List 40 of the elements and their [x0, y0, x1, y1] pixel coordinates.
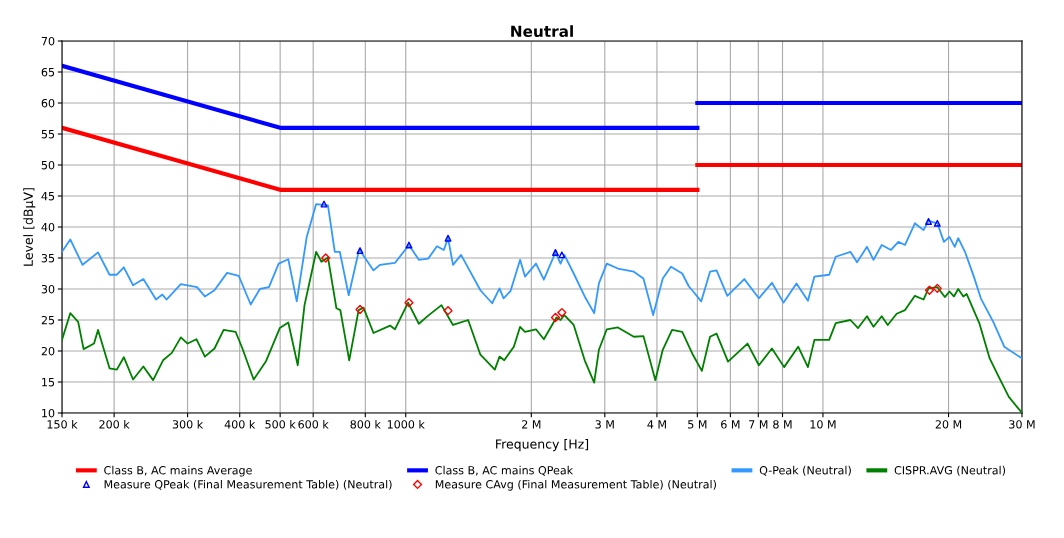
y-tick-label: 25 [41, 315, 55, 325]
y-axis-title: Level [dBµV] [23, 188, 36, 266]
x-axis-title: Frequency [Hz] [496, 439, 589, 452]
x-tick-label: 7 M [749, 420, 768, 429]
x-tick-label: 200 k [99, 419, 130, 429]
legend-label: Class B, AC mains Average [104, 465, 252, 477]
y-tick-label: 70 [41, 36, 55, 46]
chart-title: Neutral [511, 25, 573, 38]
x-tick-label: 600 k [298, 419, 329, 429]
x-tick-label: 6 M [721, 420, 740, 429]
y-tick-label: 45 [41, 192, 55, 201]
y-tick-label: 20 [41, 346, 55, 356]
y-tick-label: 15 [42, 378, 55, 387]
x-tick-label: 3 M [595, 420, 614, 429]
x-tick-label: 8 M [773, 420, 792, 429]
x-tick-label: 400 k [224, 419, 256, 429]
x-tick-label: 150 k [47, 419, 78, 429]
y-tick-label: 65 [41, 67, 55, 77]
x-tick-label: 1000 k [387, 419, 425, 429]
x-tick-label: 30 M [1009, 420, 1035, 429]
x-tick-label: 20 M [935, 420, 962, 429]
y-tick-label: 55 [41, 130, 55, 139]
x-tick-label: 10 M [810, 420, 836, 429]
legend-label: Measure QPeak (Final Measurement Table) (Neutral) [104, 479, 392, 490]
x-tick-label: 2 M [522, 420, 541, 429]
y-tick-label: 50 [41, 160, 55, 170]
x-tick-label: 300 k [172, 419, 204, 429]
legend-label: Measure CAvg (Final Measurement Table) (Neutral) [435, 479, 716, 491]
legend-label: CISPR.AVG (Neutral) [894, 465, 1006, 476]
y-tick-label: 10 [42, 408, 55, 418]
legend-label: Q-Peak (Neutral) [759, 465, 851, 476]
y-tick-label: 35 [41, 253, 55, 263]
x-tick-label: 5 M [688, 420, 707, 429]
x-tick-label: 500 k [265, 419, 296, 429]
x-tick-label: 800 k [350, 419, 381, 429]
legend-label: Class B, AC mains QPeak [435, 465, 574, 476]
y-tick-label: 30 [41, 284, 55, 294]
y-tick-label: 40 [41, 222, 55, 232]
x-tick-label: 4 M [647, 420, 666, 429]
y-tick-label: 60 [41, 98, 55, 108]
